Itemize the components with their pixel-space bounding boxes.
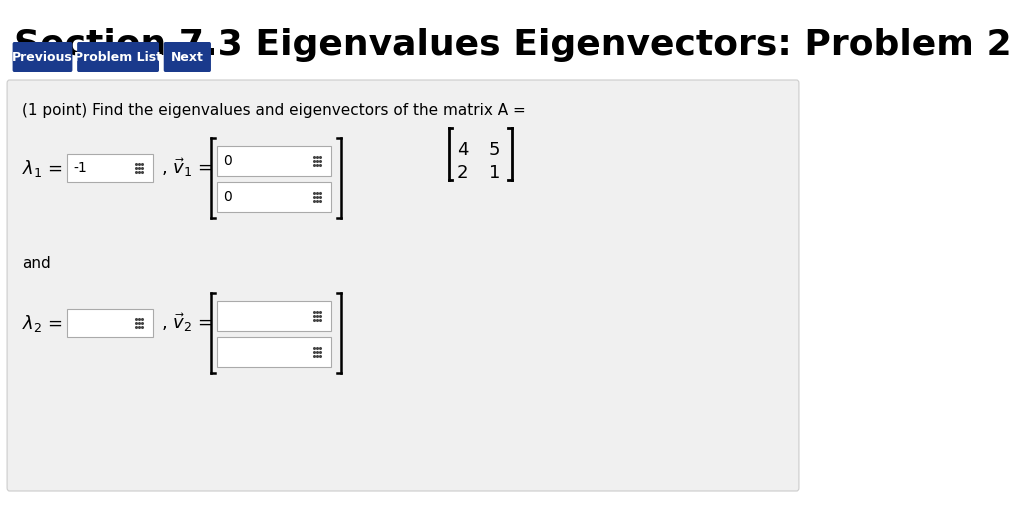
Text: and: and — [23, 255, 51, 270]
FancyBboxPatch shape — [217, 146, 332, 176]
FancyBboxPatch shape — [77, 42, 159, 72]
FancyBboxPatch shape — [217, 182, 332, 212]
FancyBboxPatch shape — [217, 337, 332, 367]
Text: Next: Next — [171, 50, 204, 64]
Text: Section 7.3 Eigenvalues Eigenvectors: Problem 2: Section 7.3 Eigenvalues Eigenvectors: Pr… — [14, 28, 1012, 62]
Text: 4: 4 — [457, 141, 469, 159]
Text: 0: 0 — [223, 154, 232, 168]
Text: 0: 0 — [223, 190, 232, 204]
Text: Problem List: Problem List — [74, 50, 162, 64]
Text: , $\vec{v}_1$ =: , $\vec{v}_1$ = — [162, 156, 213, 179]
FancyBboxPatch shape — [164, 42, 211, 72]
FancyBboxPatch shape — [67, 154, 154, 182]
Text: $\lambda_2$ =: $\lambda_2$ = — [23, 312, 62, 334]
Text: -1: -1 — [73, 161, 87, 175]
Text: , $\vec{v}_2$ =: , $\vec{v}_2$ = — [162, 311, 213, 335]
FancyBboxPatch shape — [217, 301, 332, 331]
Text: Previous: Previous — [12, 50, 73, 64]
Text: 2: 2 — [457, 164, 469, 182]
Text: (1 point) Find the eigenvalues and eigenvectors of the matrix A =: (1 point) Find the eigenvalues and eigen… — [23, 103, 525, 118]
FancyBboxPatch shape — [7, 80, 799, 491]
FancyBboxPatch shape — [12, 42, 73, 72]
Text: 5: 5 — [488, 141, 500, 159]
Text: $\lambda_1$ =: $\lambda_1$ = — [23, 157, 62, 179]
Text: 1: 1 — [488, 164, 500, 182]
FancyBboxPatch shape — [67, 309, 154, 337]
